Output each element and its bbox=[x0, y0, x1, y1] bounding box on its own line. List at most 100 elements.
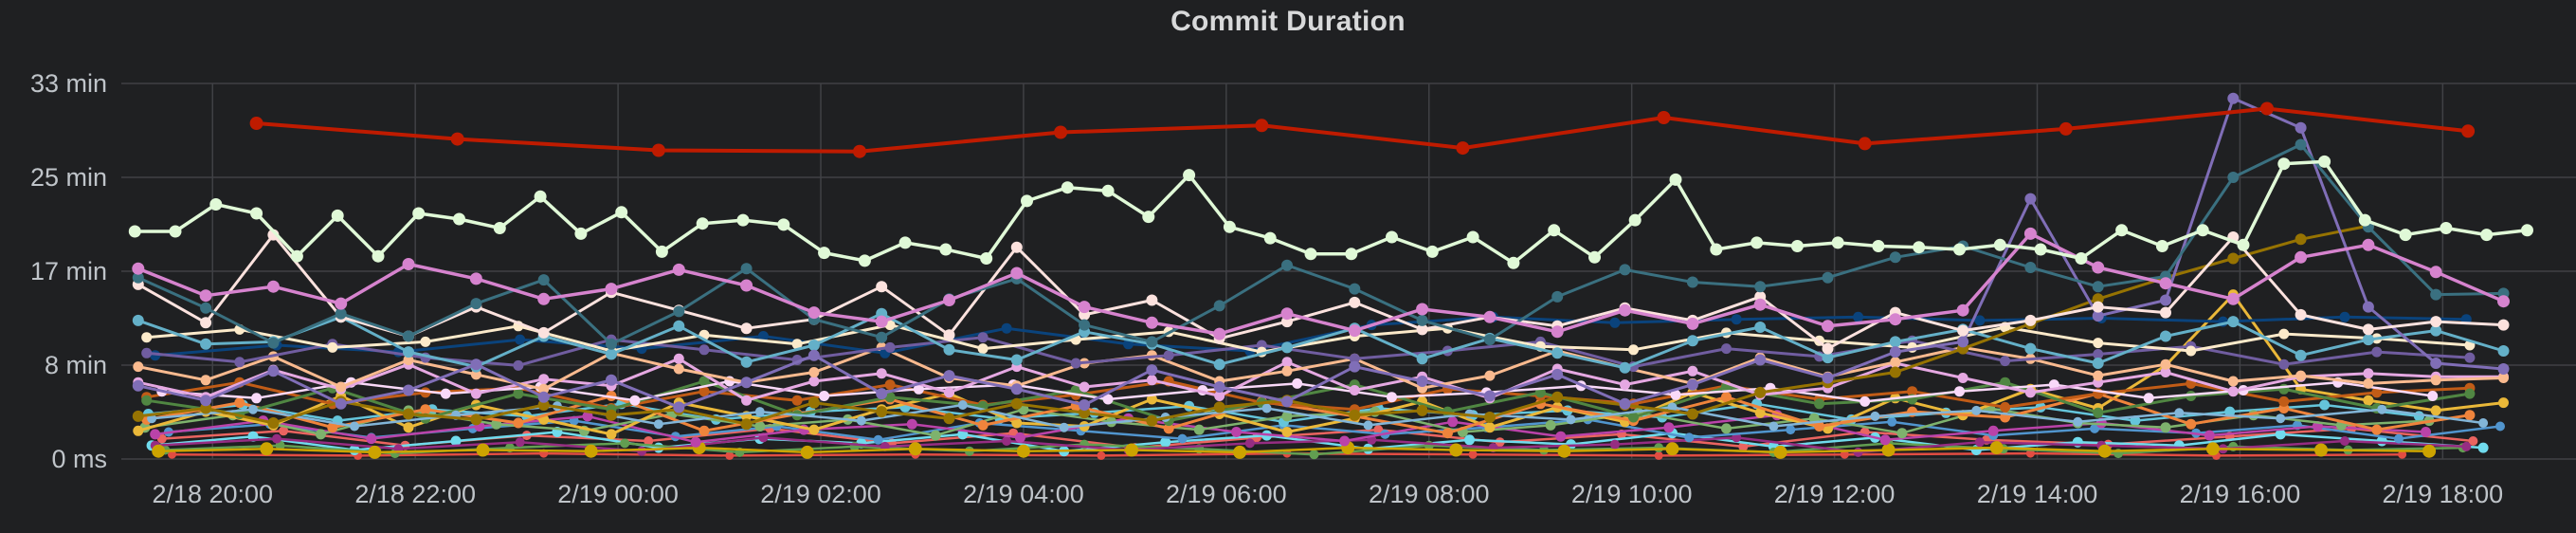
series-point-steel-blue[interactable] bbox=[2394, 433, 2404, 444]
series-point-blue-gray[interactable] bbox=[1769, 421, 1779, 432]
series-point-pale-green[interactable] bbox=[1953, 243, 1966, 256]
series-point-pink-light[interactable] bbox=[440, 388, 451, 399]
series-point-purple[interactable] bbox=[876, 388, 888, 400]
series-point-pale-green[interactable] bbox=[534, 190, 547, 203]
series-point-salmon[interactable] bbox=[279, 426, 289, 436]
series-point-pale-green[interactable] bbox=[209, 198, 223, 211]
series-point-plum-light[interactable] bbox=[538, 374, 550, 385]
series-point-mauve[interactable] bbox=[1974, 437, 1985, 448]
series-point-yellow[interactable] bbox=[133, 425, 144, 436]
series-point-cyan[interactable] bbox=[673, 320, 685, 332]
series-point-magenta[interactable] bbox=[1555, 431, 1567, 442]
series-point-cream[interactable] bbox=[1628, 344, 1639, 356]
series-point-green[interactable] bbox=[884, 392, 896, 403]
series-point-pale-pink[interactable] bbox=[200, 317, 212, 329]
series-point-orchid[interactable] bbox=[2362, 238, 2375, 251]
series-point-cyan[interactable] bbox=[1281, 341, 1293, 354]
series-point-cyan[interactable] bbox=[1213, 358, 1225, 371]
series-point-peach[interactable] bbox=[133, 361, 144, 373]
series-point-olive-dots[interactable] bbox=[800, 445, 814, 459]
series-point-purple[interactable] bbox=[740, 377, 753, 389]
series-point-orchid[interactable] bbox=[2092, 261, 2105, 274]
series-point-peach[interactable] bbox=[2160, 358, 2171, 370]
series-point-magenta[interactable] bbox=[150, 429, 161, 440]
series-point-blue-gray[interactable] bbox=[1566, 414, 1576, 425]
series-point-cyan[interactable] bbox=[200, 338, 212, 350]
series-point-purple[interactable] bbox=[2227, 92, 2240, 104]
series-point-orange[interactable] bbox=[2371, 424, 2383, 435]
series-point-peach[interactable] bbox=[538, 383, 550, 395]
series-point-olive-dots[interactable] bbox=[2097, 444, 2112, 458]
series-point-yellow[interactable] bbox=[1146, 394, 1157, 405]
series-point-magenta[interactable] bbox=[2204, 430, 2215, 441]
series-point-pale-pink[interactable] bbox=[1010, 241, 1023, 253]
series-point-peach[interactable] bbox=[2498, 373, 2509, 383]
series-point-dark-yellow[interactable] bbox=[606, 409, 617, 421]
series-point-pale-green[interactable] bbox=[2034, 243, 2047, 256]
series-point-orchid[interactable] bbox=[1753, 298, 1767, 311]
series-point-cyan[interactable] bbox=[403, 346, 414, 358]
series-point-plum-light[interactable] bbox=[944, 387, 954, 398]
series-point-dark-green-2[interactable] bbox=[1654, 443, 1664, 453]
series-point-blue-gray[interactable] bbox=[248, 404, 258, 414]
series-point-cyan[interactable] bbox=[740, 356, 753, 368]
series-point-pale-green[interactable] bbox=[2440, 222, 2453, 234]
series-point-red[interactable] bbox=[2059, 121, 2073, 136]
series-point-steel-blue[interactable] bbox=[1177, 433, 1188, 444]
series-point-orchid[interactable] bbox=[943, 294, 955, 306]
series-point-pink-light[interactable] bbox=[1387, 392, 1397, 403]
series-point-navy[interactable] bbox=[1974, 315, 1986, 326]
series-point-orchid[interactable] bbox=[1213, 327, 1226, 340]
series-point-steel-blue[interactable] bbox=[1684, 432, 1695, 443]
series-point-light-cyan[interactable] bbox=[2477, 442, 2489, 453]
series-point-cyan[interactable] bbox=[1010, 354, 1023, 366]
series-point-purple[interactable] bbox=[2430, 358, 2442, 369]
series-point-pink-light[interactable] bbox=[1954, 386, 1965, 397]
series-point-flat-red[interactable] bbox=[1097, 450, 1106, 460]
series-point-mauve[interactable] bbox=[1244, 438, 1255, 449]
series-point-purple[interactable] bbox=[1551, 368, 1564, 380]
series-point-pale-pink[interactable] bbox=[1349, 296, 1361, 308]
series-point-purple[interactable] bbox=[2497, 363, 2510, 375]
series-point-pale-green[interactable] bbox=[1831, 236, 1844, 249]
series-point-mauve[interactable] bbox=[515, 437, 525, 448]
series-point-olive-dots[interactable] bbox=[1233, 445, 1247, 459]
series-point-orchid[interactable] bbox=[1956, 303, 1969, 317]
series-point-dark-yellow[interactable] bbox=[470, 414, 482, 426]
series-line-olive-dots[interactable] bbox=[156, 446, 2431, 454]
series-point-pale-green[interactable] bbox=[2155, 240, 2168, 252]
series-point-turquoise[interactable] bbox=[2319, 399, 2331, 411]
series-point-teal[interactable] bbox=[470, 298, 482, 310]
series-point-orchid[interactable] bbox=[2497, 295, 2510, 308]
series-point-teal[interactable] bbox=[335, 307, 347, 320]
series-point-purple[interactable] bbox=[1349, 360, 1361, 373]
series-point-olive-dots[interactable] bbox=[2422, 444, 2437, 458]
series-point-magenta[interactable] bbox=[1339, 435, 1351, 447]
series-point-pink-light[interactable] bbox=[1670, 389, 1681, 400]
series-point-blue-gray[interactable] bbox=[1971, 405, 1982, 415]
series-point-orchid[interactable] bbox=[2159, 277, 2172, 290]
series-point-pale-green[interactable] bbox=[2399, 229, 2412, 242]
series-point-dark-orange[interactable] bbox=[884, 379, 896, 391]
series-point-pink-light[interactable] bbox=[1292, 377, 1303, 389]
series-point-pale-pink[interactable] bbox=[2160, 306, 2171, 319]
series-point-pale-green[interactable] bbox=[898, 236, 912, 249]
series-point-green[interactable] bbox=[2464, 388, 2476, 399]
series-point-olive-dots[interactable] bbox=[908, 442, 922, 456]
series-point-olive-dots[interactable] bbox=[1989, 441, 2004, 455]
series-point-green[interactable] bbox=[513, 388, 524, 399]
series-point-blue-gray[interactable] bbox=[1261, 403, 1272, 414]
series-point-purple[interactable] bbox=[807, 349, 820, 361]
series-point-pale-pink[interactable] bbox=[740, 322, 753, 335]
series-point-pale-green[interactable] bbox=[1751, 236, 1764, 249]
series-point-pale-pink[interactable] bbox=[1146, 294, 1158, 306]
series-point-purple[interactable] bbox=[1079, 399, 1091, 411]
series-point-orchid[interactable] bbox=[469, 272, 482, 285]
series-point-purple[interactable] bbox=[267, 365, 280, 377]
series-point-plum-light[interactable] bbox=[2363, 368, 2374, 379]
series-point-teal[interactable] bbox=[606, 338, 617, 350]
series-line-mauve[interactable] bbox=[154, 436, 2468, 454]
series-point-peach[interactable] bbox=[808, 367, 820, 377]
series-point-peach[interactable] bbox=[673, 363, 684, 375]
